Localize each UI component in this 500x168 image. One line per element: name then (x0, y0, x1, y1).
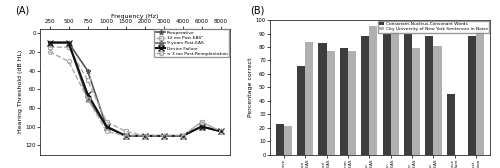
Bar (340, 48, 348, 155)
Bar (434, 46, 442, 155)
Bar (370, 26, 378, 155)
Bar (390, 30, 399, 155)
X-axis label: Frequency (Hz): Frequency (Hz) (112, 14, 158, 19)
Bar (468, 36, 476, 155)
Bar (426, 36, 434, 155)
Bar (284, 126, 292, 155)
Text: (B): (B) (250, 5, 264, 15)
Text: (A): (A) (15, 5, 29, 15)
Legend: Consonant-Nucleus-Consonant Words, City University of New York Sentences in Nois: Consonant-Nucleus-Consonant Words, City … (378, 21, 489, 33)
Y-axis label: Hearing Threshold (dB HL): Hearing Threshold (dB HL) (18, 50, 22, 133)
Bar (326, 51, 334, 155)
Bar (361, 36, 370, 155)
Bar (318, 43, 326, 155)
Bar (476, 30, 484, 155)
Bar (348, 51, 356, 155)
Legend: Preoperative, 12 mo Post-EASᵃ, 9 years Post-EAS, Device Failure, ≈ 3 mo Post-Rei: Preoperative, 12 mo Post-EASᵃ, 9 years P… (154, 29, 229, 57)
Bar (404, 34, 412, 155)
Bar (276, 124, 284, 155)
Bar (382, 34, 390, 155)
Bar (297, 66, 305, 155)
Bar (305, 42, 314, 155)
Y-axis label: Percentage correct: Percentage correct (248, 58, 253, 117)
Bar (446, 94, 455, 155)
Bar (412, 48, 420, 155)
